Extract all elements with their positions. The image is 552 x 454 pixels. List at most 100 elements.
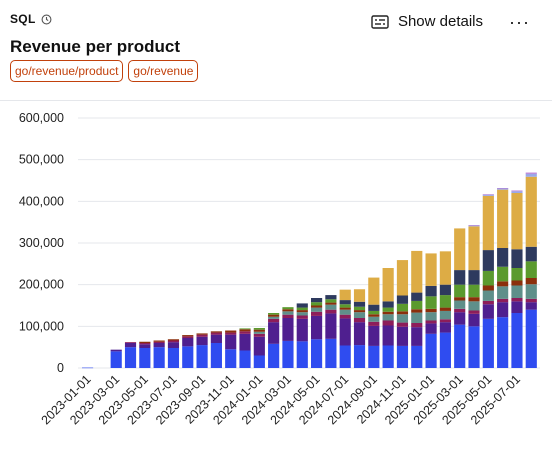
tag-revenue[interactable]: go/revenue (128, 60, 199, 82)
bar-segment[interactable] (411, 327, 423, 346)
bar-segment[interactable] (253, 333, 265, 337)
bar-segment[interactable] (311, 311, 323, 316)
bar-segment[interactable] (325, 299, 337, 303)
bar-segment[interactable] (339, 309, 351, 315)
bar-segment[interactable] (382, 325, 394, 346)
bar-segment[interactable] (468, 225, 480, 227)
bar-segment[interactable] (296, 312, 308, 316)
bar-segment[interactable] (497, 189, 509, 248)
bar-segment[interactable] (468, 313, 480, 327)
bar-segment[interactable] (497, 298, 509, 303)
bar-segment[interactable] (525, 278, 537, 285)
bar-segment[interactable] (296, 310, 308, 313)
bar-segment[interactable] (525, 309, 537, 368)
bar-segment[interactable] (368, 321, 380, 326)
bar-segment[interactable] (396, 326, 409, 346)
bar-segment[interactable] (411, 309, 423, 313)
bar-segment[interactable] (411, 323, 423, 328)
bar-segment[interactable] (282, 314, 294, 318)
bar-segment[interactable] (282, 340, 294, 368)
bar-segment[interactable] (325, 338, 337, 368)
bar-segment[interactable] (339, 289, 351, 301)
bar-segment[interactable] (382, 345, 394, 369)
bar-segment[interactable] (497, 286, 509, 299)
bar-segment[interactable] (482, 290, 494, 301)
bar-segment[interactable] (311, 298, 323, 303)
bar-segment[interactable] (511, 301, 523, 313)
bar-segment[interactable] (382, 320, 394, 326)
bar-segment[interactable] (497, 302, 509, 318)
bar-segment[interactable] (253, 355, 265, 369)
bar-segment[interactable] (311, 339, 323, 368)
bar-segment[interactable] (482, 300, 494, 305)
bar-segment[interactable] (196, 333, 208, 335)
bar-segment[interactable] (296, 307, 308, 311)
bar-segment[interactable] (167, 340, 180, 343)
bar-segment[interactable] (425, 333, 437, 368)
bar-segment[interactable] (454, 308, 466, 313)
bar-segment[interactable] (311, 307, 323, 312)
bar-segment[interactable] (382, 268, 394, 302)
bar-segment[interactable] (353, 306, 366, 311)
bar-segment[interactable] (268, 322, 280, 344)
bar-segment[interactable] (296, 318, 308, 342)
bar-segment[interactable] (396, 303, 409, 312)
bar-segment[interactable] (139, 348, 151, 368)
bar-segment[interactable] (339, 307, 351, 310)
bar-segment[interactable] (353, 345, 366, 368)
bar-segment[interactable] (296, 315, 308, 319)
bar-segment[interactable] (225, 349, 237, 368)
bar-segment[interactable] (353, 318, 366, 323)
bar-segment[interactable] (325, 309, 337, 314)
bar-segment[interactable] (525, 302, 537, 310)
bar-segment[interactable] (311, 305, 323, 308)
bar-segment[interactable] (325, 295, 337, 300)
bar-segment[interactable] (468, 301, 480, 311)
bar-segment[interactable] (525, 298, 537, 303)
bar-segment[interactable] (196, 345, 208, 368)
bar-segment[interactable] (511, 191, 523, 193)
bar-segment[interactable] (497, 248, 509, 267)
bar-segment[interactable] (225, 330, 237, 333)
bar-segment[interactable] (110, 351, 122, 368)
bar-segment[interactable] (239, 333, 251, 351)
bar-segment[interactable] (482, 194, 494, 195)
bar-segment[interactable] (396, 345, 409, 368)
bar-segment[interactable] (182, 346, 194, 368)
bar-segment[interactable] (525, 173, 537, 177)
bar-segment[interactable] (196, 334, 208, 337)
bar-segment[interactable] (196, 336, 208, 346)
bar-segment[interactable] (454, 297, 466, 301)
bar-segment[interactable] (182, 336, 194, 338)
bar-segment[interactable] (268, 313, 280, 315)
bar-segment[interactable] (368, 325, 380, 346)
bar-segment[interactable] (525, 261, 537, 278)
bar-segment[interactable] (454, 324, 466, 368)
bar-segment[interactable] (124, 342, 137, 343)
bar-segment[interactable] (511, 280, 523, 286)
bar-segment[interactable] (296, 303, 308, 308)
bar-segment[interactable] (239, 331, 251, 334)
bar-segment[interactable] (339, 314, 351, 319)
bar-segment[interactable] (182, 338, 194, 347)
bar-segment[interactable] (525, 284, 537, 299)
bar-segment[interactable] (468, 297, 480, 302)
bar-segment[interactable] (139, 341, 151, 343)
bar-segment[interactable] (468, 270, 480, 285)
bar-segment[interactable] (368, 316, 380, 322)
bar-segment[interactable] (353, 310, 366, 313)
bar-segment[interactable] (368, 314, 380, 317)
bar-segment[interactable] (439, 284, 451, 296)
bar-segment[interactable] (425, 312, 437, 321)
bar-segment[interactable] (110, 349, 122, 352)
bar-segment[interactable] (368, 345, 380, 368)
bar-segment[interactable] (482, 304, 494, 319)
bar-segment[interactable] (396, 322, 409, 327)
bar-segment[interactable] (382, 301, 394, 308)
bar-segment[interactable] (353, 289, 366, 302)
bar-segment[interactable] (311, 315, 323, 340)
bar-segment[interactable] (153, 341, 165, 343)
bar-segment[interactable] (282, 318, 294, 341)
bar-segment[interactable] (497, 188, 509, 189)
bar-segment[interactable] (253, 329, 265, 332)
